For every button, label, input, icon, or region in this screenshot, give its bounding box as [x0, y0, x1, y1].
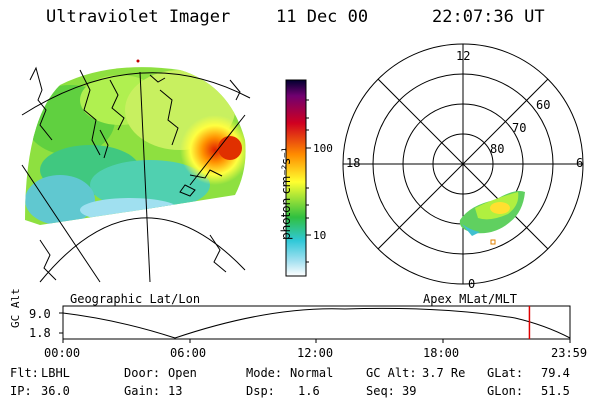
altitude-axis-label: GC Alt — [9, 288, 22, 328]
status-ip-label: IP: — [10, 384, 32, 398]
mlat-label-80: 80 — [490, 142, 505, 156]
mlat-label-70: 70 — [512, 121, 527, 135]
altitude-plot-frame — [62, 305, 571, 340]
colorbar-tick-label-100: 100 — [313, 142, 333, 155]
mlt-label-18: 18 — [346, 156, 361, 170]
status-mode-label: Mode: — [246, 366, 283, 380]
status-dsp-label: Dsp: — [246, 384, 275, 398]
time-label: 22:07:36 UT — [432, 7, 545, 27]
status-glon-label: GLon: — [487, 384, 524, 398]
status-seq-label: Seq: — [366, 384, 395, 398]
polar-aurora-image — [459, 191, 525, 245]
mlt-label-12: 12 — [456, 49, 471, 63]
status-seq-value: 39 — [402, 384, 417, 398]
polar-panel-label: Apex MLat/MLT — [423, 292, 517, 306]
aurora-emission-image — [25, 67, 246, 225]
status-gain-label: Gain: — [124, 384, 161, 398]
status-ip-value: 36.0 — [41, 384, 70, 398]
mlt-label-6: 6 — [576, 156, 584, 170]
colorbar-tick-label-10: 10 — [313, 229, 327, 242]
status-mode-value: Normal — [290, 366, 334, 380]
status-gcalt-value: 3.7 Re — [422, 366, 466, 380]
instrument-title: Ultraviolet Imager — [46, 7, 231, 27]
altitude-curve — [62, 307, 571, 339]
geo-grid — [21, 71, 251, 283]
station-marker — [136, 59, 140, 63]
status-flt-value: LBHL — [41, 366, 70, 380]
mlat-label-60: 60 — [536, 98, 551, 112]
geo-panel-label: Geographic Lat/Lon — [70, 292, 201, 306]
status-glat-label: GLat: — [487, 366, 524, 380]
altitude-x-tick-1: 06:00 — [170, 346, 207, 360]
polar-axis-diag2 — [377, 78, 549, 250]
status-gcalt-label: GC Alt: — [366, 366, 417, 380]
altitude-x-tick-0: 00:00 — [44, 346, 81, 360]
altitude-y-tick-9: 9.0 — [29, 307, 51, 321]
status-glat-value: 79.4 — [541, 366, 570, 380]
status-glon-value: 51.5 — [541, 384, 570, 398]
altitude-y-tick-1-8: 1.8 — [29, 326, 51, 340]
colorbar-scale — [285, 79, 307, 277]
status-flt-label: Flt: — [10, 366, 39, 380]
altitude-x-tick-3: 18:00 — [423, 346, 460, 360]
altitude-x-tick-2: 12:00 — [297, 346, 334, 360]
status-door-label: Door: — [124, 366, 161, 380]
mlt-label-0: 0 — [468, 277, 476, 291]
altitude-x-ticks — [59, 312, 571, 343]
status-dsp-value: 1.6 — [298, 384, 320, 398]
altitude-x-tick-4: 23:59 — [551, 346, 588, 360]
date-label: 11 Dec 00 — [276, 7, 369, 27]
status-door-value: Open — [168, 366, 197, 380]
geo-coastlines — [29, 66, 241, 281]
status-gain-value: 13 — [168, 384, 183, 398]
